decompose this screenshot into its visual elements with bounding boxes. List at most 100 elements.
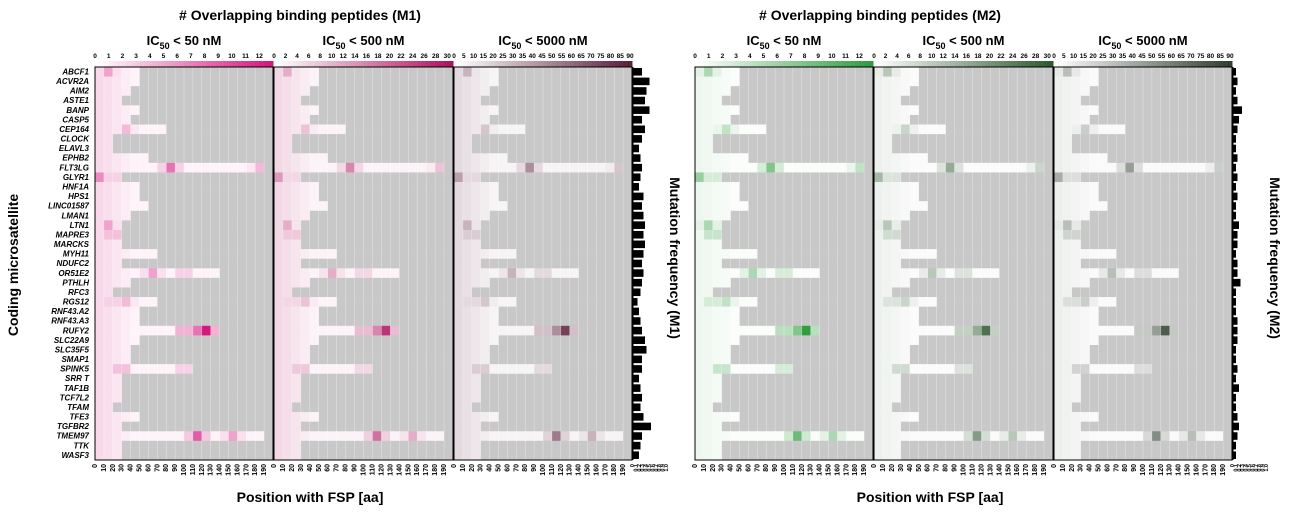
cell-SMAP1-g2-p1-13 (810, 354, 820, 365)
cell-RFC3-g2-p1-12 (801, 287, 811, 298)
cell-PTHLH-g2-p1-6 (748, 277, 758, 288)
cell-HNF1A-g1-p2-14 (399, 182, 409, 192)
cell-RNF43.A3-g2-p1-17 (846, 316, 856, 327)
cell-LINC01587-g2-p2-1 (882, 201, 893, 212)
mutfreq-bar-g1-CLOCK (633, 135, 642, 143)
cell-RGS12-g2-p1-17 (846, 297, 856, 307)
cell-MARCKS-g2-p2-2 (891, 239, 902, 250)
cell-SLC22A9-g1-p2-14 (399, 335, 409, 346)
cell-ASTE1-g1-p1-15 (228, 95, 238, 106)
cell-EPHB2-g2-p2-17 (1026, 153, 1036, 164)
scale-swatch-g2-p2-28 (999, 61, 1005, 67)
cell-CASP5-g2-p3-10 (1143, 114, 1153, 125)
cell-RUFY2-g2-p1-4 (730, 325, 740, 336)
cell-ACVR2A-g1-p3-12 (560, 76, 570, 87)
cell-MARCKS-g2-p1-17 (846, 239, 856, 250)
cell-PTHLH-g2-p3-11 (1151, 277, 1162, 288)
cell-EPHB2-g2-p1-12 (801, 153, 811, 164)
cell-CASP5-g2-p1-9 (775, 114, 785, 125)
cell-RNF43.A2-g1-p2-17 (426, 306, 436, 317)
cell-RFC3-g2-p2-15 (1008, 287, 1018, 298)
cell-ELAVL3-g2-p2-14 (999, 143, 1009, 154)
cell-NDUFC2-g2-p3-16 (1196, 258, 1206, 269)
cell-PTHLH-g1-p2-3 (300, 277, 311, 288)
scale-swatch-g2-p2-5 (896, 61, 902, 67)
cell-RNF43.A2-g2-p1-13 (810, 306, 820, 317)
cell-ABCF1-g1-p1-1 (103, 67, 114, 77)
cell-TFE3-g2-p1-2 (712, 412, 722, 422)
cell-HNF1A-g2-p1-0 (695, 182, 705, 192)
cell-GLYR1-g2-p1-9 (775, 172, 785, 183)
cell-MYH11-g2-p3-0 (1054, 249, 1064, 260)
cell-SLC35F5-g2-p1-3 (721, 344, 731, 355)
cell-TCF7L2-g2-p1-13 (810, 392, 820, 403)
cell-MAPRE3-g2-p1-5 (739, 229, 749, 240)
cell-TGFBR2-g2-p1-8 (766, 421, 776, 432)
cell-RNF43.A2-g2-p2-5 (918, 306, 928, 317)
cell-GLYR1-g1-p2-19 (444, 172, 454, 183)
cell-PTHLH-g1-p3-8 (525, 277, 535, 288)
cell-SLC22A9-g2-p1-8 (766, 335, 776, 346)
cell-RNF43.A3-g2-p2-1 (882, 316, 893, 327)
scale-swatch-g2-p2-1 (878, 61, 884, 67)
cell-PTHLH-g2-p3-13 (1169, 277, 1179, 288)
cell-MARCKS-g1-p1-14 (219, 239, 229, 250)
cell-RNF43.A3-g2-p3-2 (1071, 316, 1081, 327)
cell-MYH11-g1-p1-1 (103, 249, 114, 260)
cell-CLOCK-g2-p3-18 (1214, 134, 1224, 144)
cell-FLT3LG-g2-p3-1 (1062, 162, 1073, 173)
cell-GLYR1-g2-p3-7 (1116, 172, 1126, 183)
scale-swatch-g1-p3-6 (480, 61, 486, 67)
cell-ASTE1-g2-p2-6 (927, 95, 937, 106)
cell-SPINK5-g2-p1-12 (801, 364, 811, 375)
cell-TCF7L2-g1-p3-9 (534, 392, 544, 403)
cell-SMAP1-g1-p2-18 (435, 354, 445, 365)
cell-TAF1B-g2-p2-7 (936, 383, 946, 394)
cell-CASP5-g2-p3-17 (1205, 114, 1215, 125)
cell-TTK-g1-p1-8 (166, 440, 176, 451)
cell-CLOCK-g1-p1-6 (148, 134, 158, 144)
cell-ABCF1-g2-p2-16 (1017, 67, 1027, 77)
cell-LINC01587-g2-p3-8 (1125, 201, 1135, 212)
cell-TCF7L2-g2-p2-2 (891, 392, 902, 403)
cell-GLYR1-g1-p3-12 (560, 172, 570, 183)
cell-PTHLH-g1-p2-18 (435, 277, 445, 288)
cell-LMAN1-g1-p1-8 (166, 210, 176, 221)
cell-LMAN1-g2-p2-10 (963, 210, 973, 221)
cell-LTN1-g1-p1-18 (255, 220, 265, 231)
cell-SPINK5-g1-p3-4 (489, 364, 499, 375)
cell-OR51E2-g1-p2-11 (372, 268, 382, 279)
cell-ASTE1-g2-p2-7 (936, 95, 946, 106)
cell-NDUFC2-g2-p3-19 (1223, 258, 1233, 269)
cell-SLC22A9-g1-p2-12 (381, 335, 391, 346)
cell-ASTE1-g1-p1-12 (201, 95, 211, 106)
cell-TAF1B-g1-p2-7 (336, 383, 346, 394)
cell-BANP-g2-p3-5 (1098, 105, 1108, 116)
cell-TCF7L2-g2-p2-9 (954, 392, 964, 403)
cell-SPINK5-g1-p3-14 (578, 364, 588, 375)
cell-ASTE1-g2-p2-4 (909, 95, 920, 106)
cell-TGFBR2-g2-p1-0 (695, 421, 705, 432)
cell-MAPRE3-g2-p3-19 (1223, 229, 1233, 240)
cell-ABCF1-g1-p2-13 (390, 67, 400, 77)
cell-TTK-g2-p2-13 (990, 440, 1000, 451)
cell-ELAVL3-g2-p2-2 (891, 143, 902, 154)
cell-BANP-g1-p3-14 (578, 105, 588, 116)
cell-TFE3-g2-p1-6 (748, 412, 758, 422)
cell-AIM2-g2-p1-11 (792, 86, 803, 97)
cell-RFC3-g2-p1-17 (846, 287, 856, 298)
cell-HPS1-g2-p2-10 (963, 191, 973, 202)
cell-SPINK5-g2-p1-6 (748, 364, 758, 375)
cell-RNF43.A3-g2-p1-16 (837, 316, 847, 327)
cell-SMAP1-g1-p1-2 (112, 354, 122, 365)
cell-SLC35F5-g2-p3-1 (1062, 344, 1073, 355)
cell-MYH11-g2-p2-5 (918, 249, 928, 260)
cell-RFC3-g2-p3-12 (1160, 287, 1170, 298)
cell-RNF43.A2-g1-p2-0 (274, 306, 284, 317)
cell-RGS12-g2-p2-0 (874, 297, 884, 307)
cell-AIM2-g2-p3-10 (1143, 86, 1153, 97)
cell-FLT3LG-g1-p1-13 (210, 162, 220, 173)
cell-RUFY2-g1-p3-12 (560, 325, 570, 336)
cell-HPS1-g1-p2-1 (282, 191, 293, 202)
cell-SRR_T-g1-p2-2 (291, 373, 302, 384)
